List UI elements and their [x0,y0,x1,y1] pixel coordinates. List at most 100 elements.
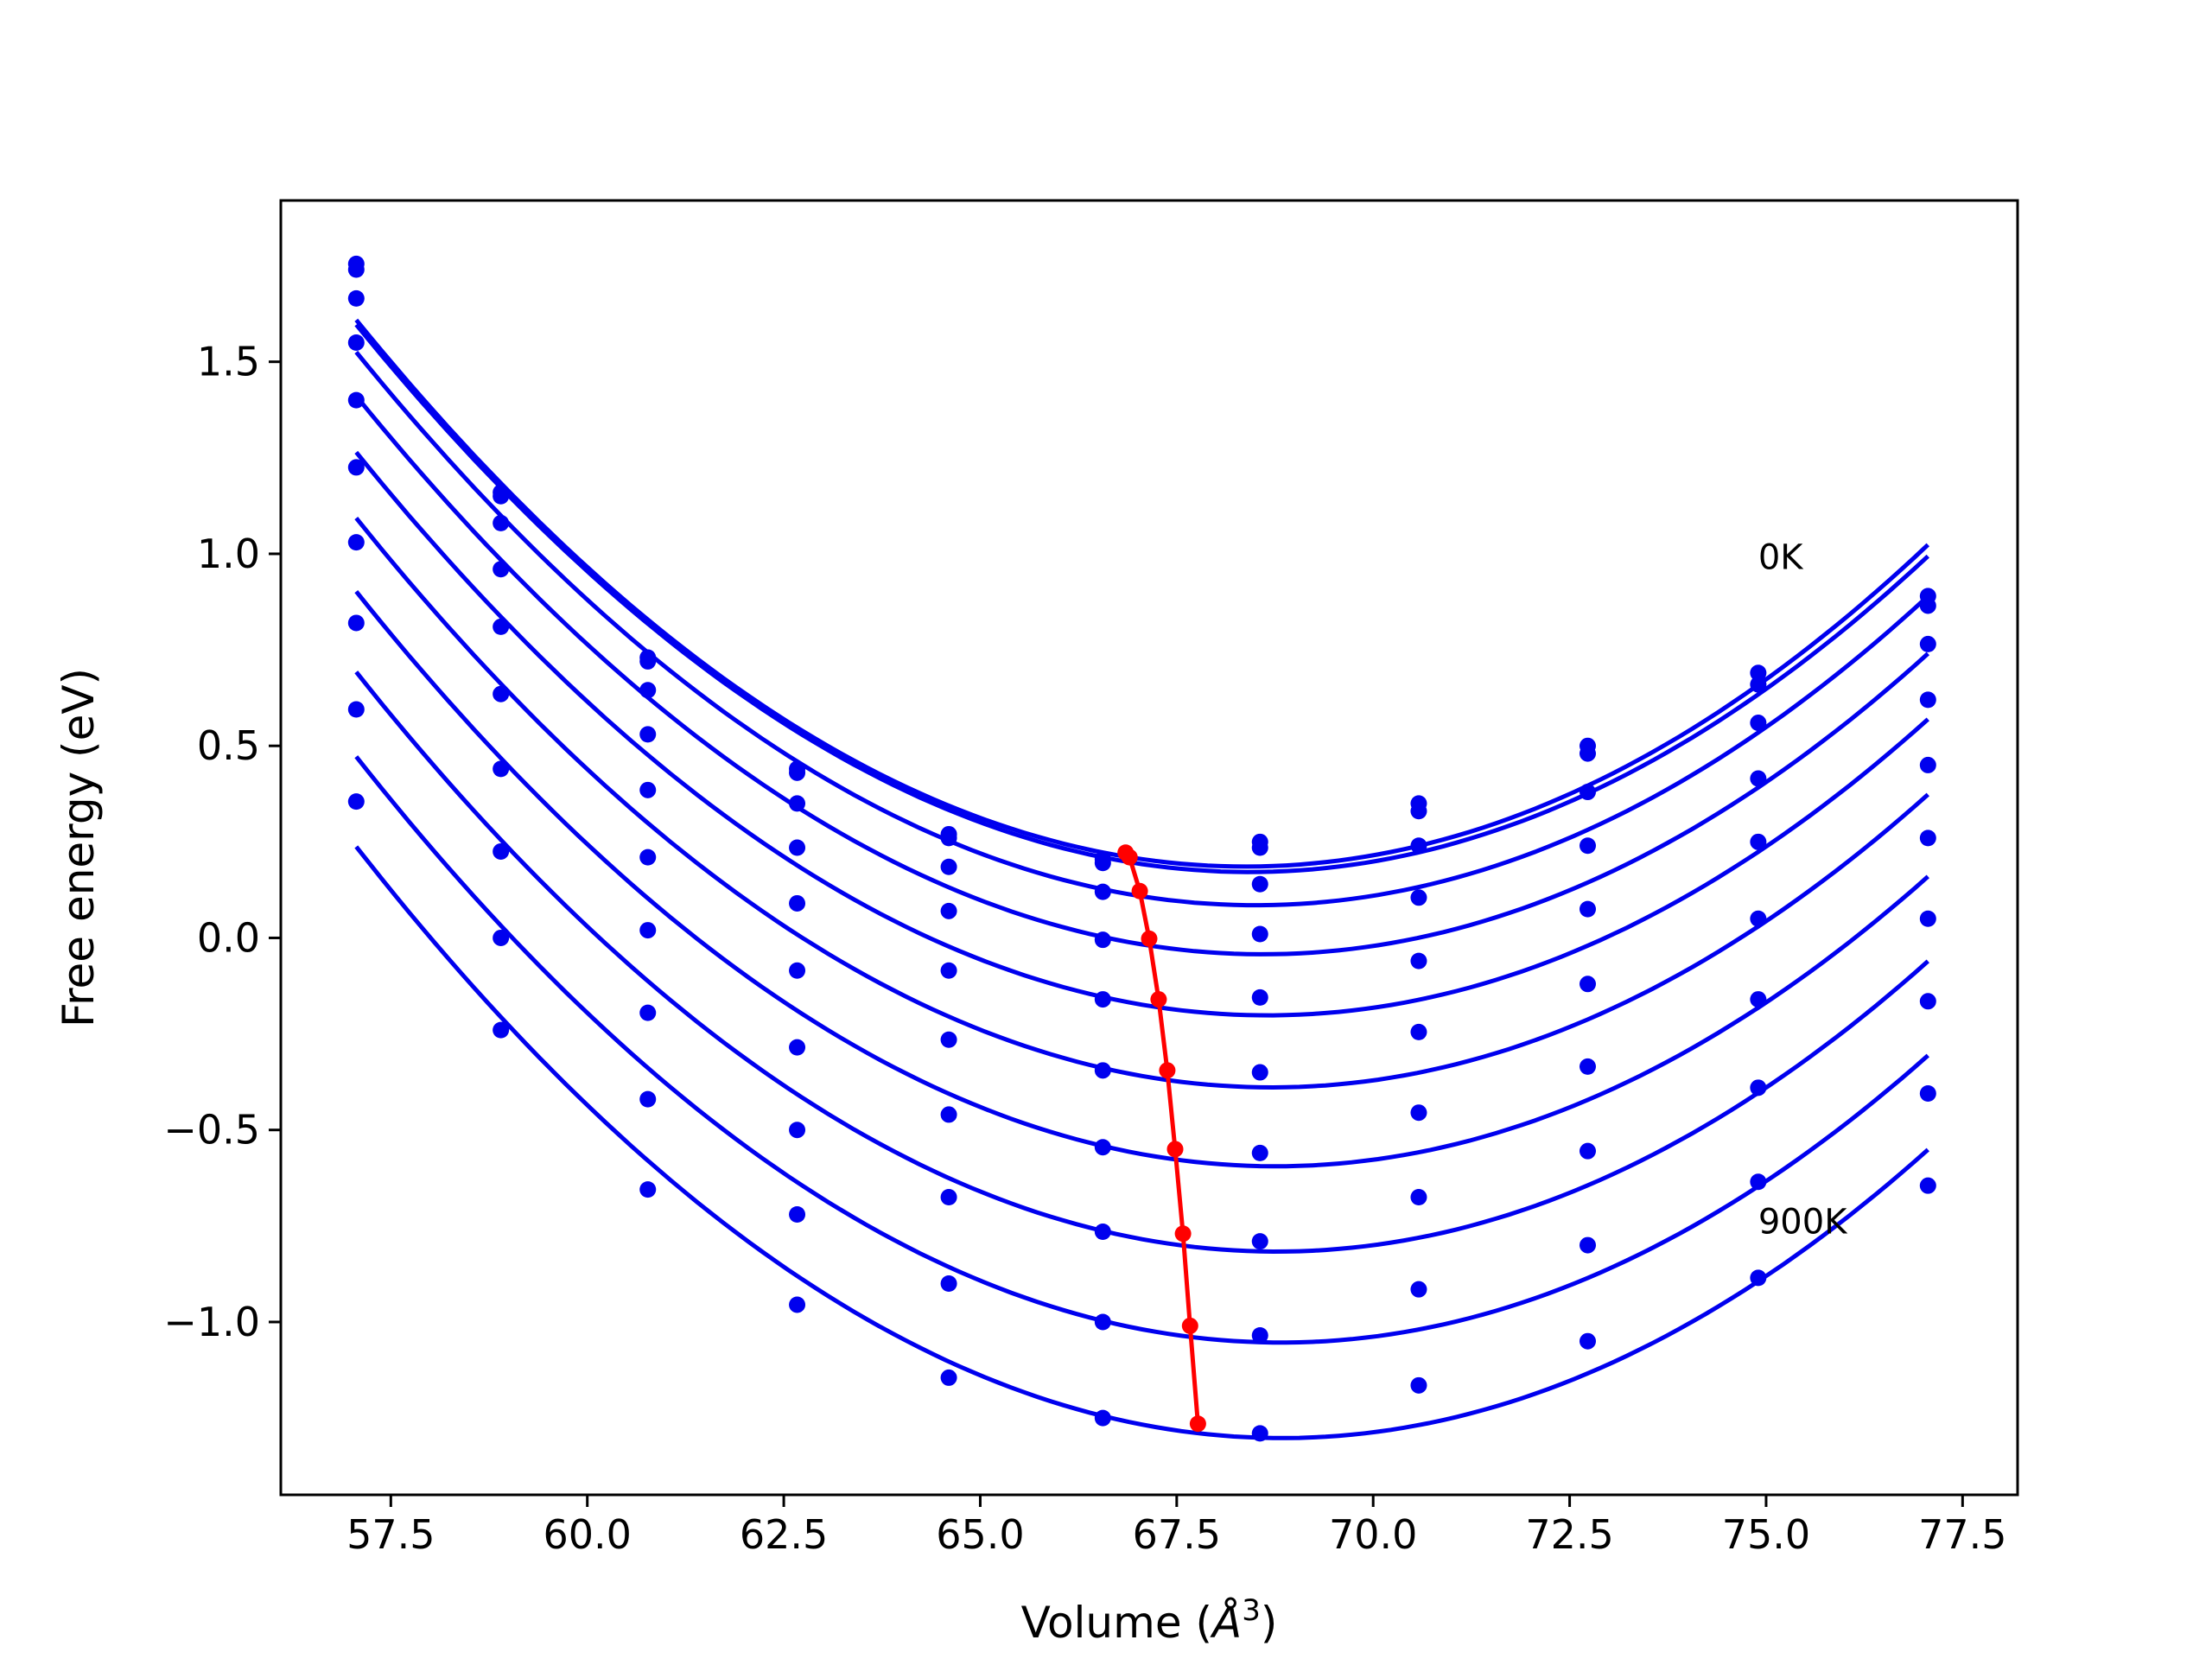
series-1-point-3 [789,764,806,781]
series-1-fit-curve [354,323,1929,874]
series-7-point-3 [789,1122,806,1139]
series-3-point-4 [940,902,957,919]
y-tick-label-4: 1.0 [197,531,260,577]
series-5 [347,459,1936,1090]
series-3-point-5 [1094,931,1111,949]
series-4-fit-curve [354,450,1929,1018]
series-3-point-8 [1580,837,1597,855]
y-tick-label-5: 1.5 [197,339,260,385]
series-4-point-5 [1094,991,1111,1008]
x-tick-label-0: 57.5 [346,1511,435,1558]
annotations: 0K 900K [1758,538,1848,1243]
series-4-point-4 [940,962,957,979]
series-8-point-8 [1580,1236,1597,1254]
x-tick-label-8: 77.5 [1918,1511,2006,1558]
series-9-point-0 [347,793,365,810]
y-axis-ticks: −1.0 −0.5 0.0 0.5 1.0 1.5 [163,339,281,1345]
series-6-fit-curve [354,590,1929,1169]
series-6-point-3 [789,1039,806,1056]
series-9-point-6 [1251,1425,1268,1442]
series-9-point-2 [639,1181,657,1198]
series-4-point-7 [1410,952,1427,969]
series-2-point-6 [1251,875,1268,893]
series-1-point-0 [347,261,365,278]
series-3-point-1 [493,561,510,578]
series-6-point-9 [1750,991,1767,1008]
minimum-point-3 [1141,930,1158,947]
series-1-point-8 [1580,745,1597,762]
series-8-point-0 [347,701,365,718]
series-6-point-8 [1580,1058,1597,1075]
series-1-point-1 [493,487,510,505]
y-tick-label-1: −0.5 [163,1107,260,1154]
x-tick-label-3: 65.0 [936,1511,1024,1558]
series-6-point-0 [347,534,365,551]
series-2-point-1 [493,514,510,531]
series-5-point-5 [1094,1062,1111,1079]
x-axis-label-prefix: Volume ( [1021,1598,1212,1648]
series-5-point-1 [493,685,510,702]
series-8-point-3 [789,1206,806,1224]
minimum-point-5 [1159,1062,1176,1079]
series-layer [347,255,1936,1442]
series-7-point-5 [1094,1224,1111,1241]
series-9 [347,793,1936,1442]
series-7-point-8 [1580,1142,1597,1160]
x-axis-ticks: 57.5 60.0 62.5 65.0 67.5 70.0 72.5 75.0 77.5 [346,1495,2007,1558]
series-2-point-10 [1919,635,1936,652]
series-5-point-4 [940,1031,957,1048]
series-5-point-8 [1580,976,1597,993]
minimum-point-2 [1131,882,1148,899]
series-4 [347,391,1936,1018]
series-7-point-6 [1251,1233,1268,1250]
x-tick-label-1: 60.0 [543,1511,631,1558]
series-4-point-0 [347,391,365,409]
series-1-point-7 [1410,803,1427,820]
minimum-trace-layer [1117,844,1206,1433]
series-9-point-8 [1580,1332,1597,1350]
series-4-point-2 [639,781,657,798]
series-7-point-7 [1410,1189,1427,1206]
series-5-point-3 [789,962,806,979]
minimum-point-7 [1174,1225,1192,1243]
series-2-point-5 [1094,883,1111,900]
series-6-point-2 [639,922,657,939]
series-9-point-9 [1750,1269,1767,1287]
series-7-point-9 [1750,1079,1767,1096]
series-6-point-7 [1410,1104,1427,1122]
y-tick-label-3: 0.5 [197,722,260,769]
series-0-fit-curve [354,318,1930,869]
series-5-point-2 [639,849,657,866]
x-axis-label: Volume (Å3) [1021,1593,1278,1648]
minimum-trace-line [1123,851,1200,1424]
series-8-point-1 [493,929,510,946]
series-2-point-4 [940,858,957,875]
series-9-point-5 [1094,1409,1111,1427]
series-4-point-9 [1750,833,1767,850]
series-9-point-4 [940,1369,957,1386]
y-tick-label-0: −1.0 [163,1299,260,1345]
series-8-point-7 [1410,1281,1427,1298]
series-4-point-1 [493,618,510,635]
series-8-point-2 [639,1090,657,1108]
x-tick-label-2: 62.5 [740,1511,828,1558]
series-5-point-7 [1410,1023,1427,1040]
series-7-point-0 [347,614,365,632]
minimum-point-9 [1189,1415,1206,1433]
series-3-point-6 [1251,925,1268,943]
series-6 [347,534,1936,1169]
x-axis-label-exponent: 3 [1242,1593,1261,1628]
series-2-point-7 [1410,837,1427,855]
x-axis-label-suffix: ) [1261,1598,1278,1648]
series-4-point-6 [1251,988,1268,1006]
series-3-point-9 [1750,770,1767,787]
annotation-0: 0K [1758,538,1804,578]
series-1-point-6 [1251,839,1268,856]
series-9-point-3 [789,1296,806,1313]
series-8-point-9 [1750,1173,1767,1191]
series-2-point-0 [347,289,365,307]
series-5-point-10 [1919,830,1936,847]
series-5-point-6 [1251,1064,1268,1081]
